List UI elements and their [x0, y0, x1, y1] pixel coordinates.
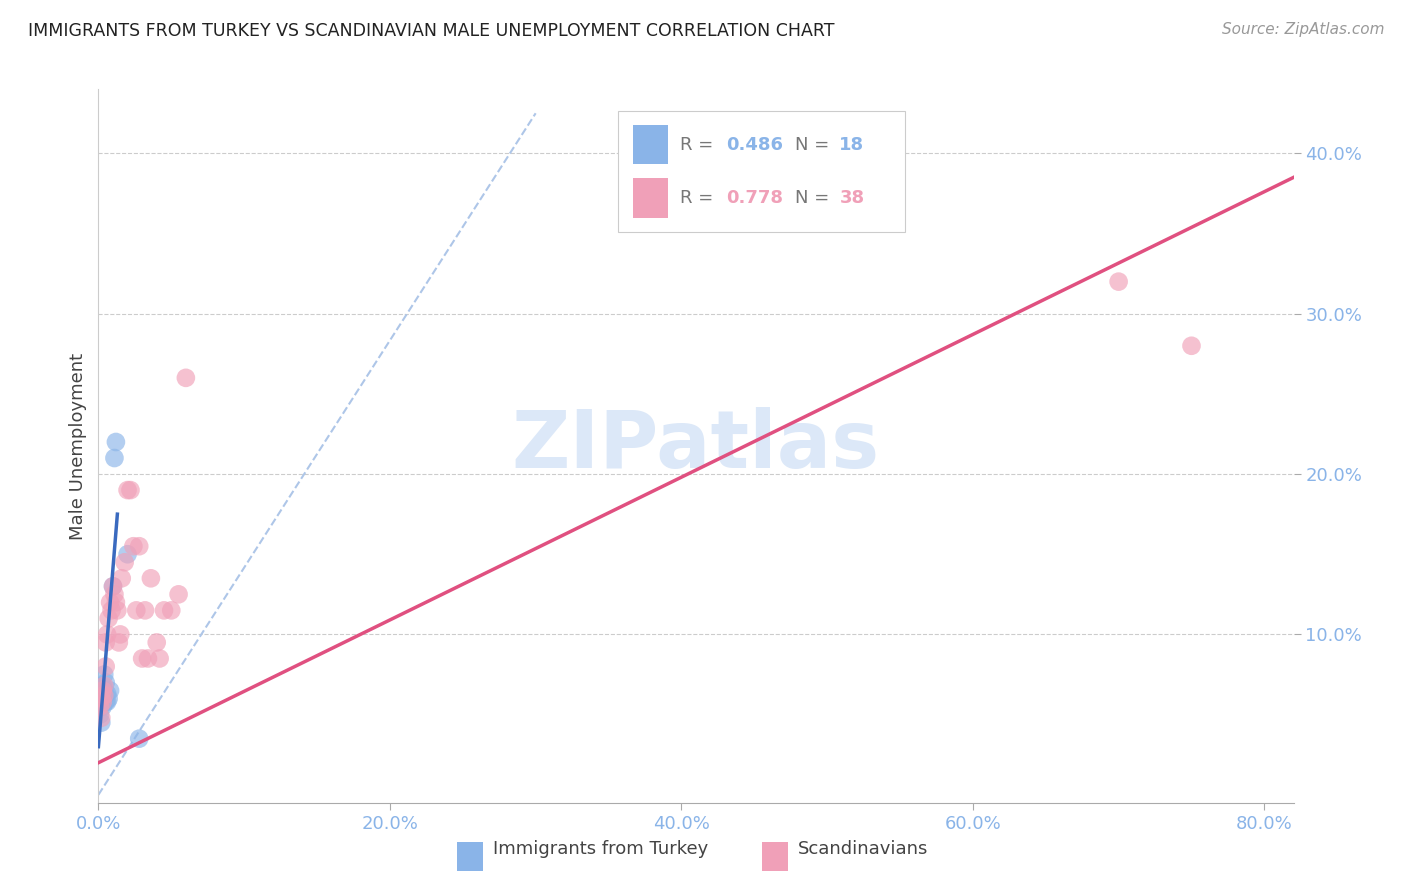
- Point: [91, 683, 114, 698]
- Point: [174, 371, 197, 385]
- Text: N =: N =: [796, 189, 835, 207]
- Bar: [762, 842, 787, 871]
- Point: [89, 699, 111, 714]
- Bar: [633, 125, 668, 164]
- Point: [103, 587, 125, 601]
- Point: [90, 691, 112, 706]
- Point: [149, 651, 172, 665]
- Text: 0.486: 0.486: [725, 136, 783, 153]
- Point: [117, 547, 139, 561]
- Bar: [633, 178, 668, 218]
- Point: [89, 707, 111, 722]
- Point: [131, 651, 153, 665]
- Text: 38: 38: [839, 189, 865, 207]
- Point: [104, 595, 127, 609]
- Point: [136, 651, 159, 665]
- Point: [105, 603, 128, 617]
- Point: [93, 689, 115, 703]
- Point: [90, 711, 112, 725]
- Point: [120, 483, 142, 497]
- Text: R =: R =: [681, 136, 720, 153]
- Point: [90, 691, 112, 706]
- Point: [97, 611, 120, 625]
- Point: [134, 603, 156, 617]
- Point: [94, 659, 117, 673]
- Point: [160, 603, 183, 617]
- Point: [96, 627, 118, 641]
- Text: ZIPatlas: ZIPatlas: [512, 407, 880, 485]
- Point: [128, 539, 150, 553]
- Point: [91, 695, 114, 709]
- FancyBboxPatch shape: [619, 111, 905, 232]
- Point: [98, 683, 121, 698]
- Point: [103, 450, 125, 465]
- Point: [101, 579, 124, 593]
- Point: [94, 635, 117, 649]
- Point: [93, 667, 115, 681]
- Text: IMMIGRANTS FROM TURKEY VS SCANDINAVIAN MALE UNEMPLOYMENT CORRELATION CHART: IMMIGRANTS FROM TURKEY VS SCANDINAVIAN M…: [28, 22, 835, 40]
- Point: [101, 579, 124, 593]
- Point: [91, 679, 114, 693]
- Point: [94, 695, 117, 709]
- Point: [139, 571, 162, 585]
- Text: Immigrants from Turkey: Immigrants from Turkey: [494, 840, 709, 858]
- Point: [122, 539, 145, 553]
- Point: [93, 683, 115, 698]
- Point: [100, 603, 122, 617]
- Point: [1180, 339, 1202, 353]
- Point: [90, 715, 112, 730]
- Text: 18: 18: [839, 136, 865, 153]
- Point: [96, 695, 118, 709]
- Point: [145, 635, 167, 649]
- Point: [114, 555, 136, 569]
- Point: [108, 635, 131, 649]
- Point: [167, 587, 190, 601]
- Text: Source: ZipAtlas.com: Source: ZipAtlas.com: [1222, 22, 1385, 37]
- Point: [125, 603, 148, 617]
- Text: Scandinavians: Scandinavians: [797, 840, 928, 858]
- Point: [104, 435, 127, 450]
- Y-axis label: Male Unemployment: Male Unemployment: [69, 352, 87, 540]
- Point: [91, 699, 114, 714]
- Point: [111, 571, 134, 585]
- Point: [93, 679, 115, 693]
- Text: 0.778: 0.778: [725, 189, 783, 207]
- Point: [117, 483, 139, 497]
- Point: [1108, 275, 1130, 289]
- Point: [110, 627, 132, 641]
- Point: [97, 691, 120, 706]
- Point: [94, 675, 117, 690]
- Point: [153, 603, 176, 617]
- Point: [128, 731, 150, 746]
- Point: [96, 687, 118, 701]
- Text: R =: R =: [681, 189, 720, 207]
- Bar: [457, 842, 484, 871]
- Text: N =: N =: [796, 136, 835, 153]
- Point: [98, 595, 121, 609]
